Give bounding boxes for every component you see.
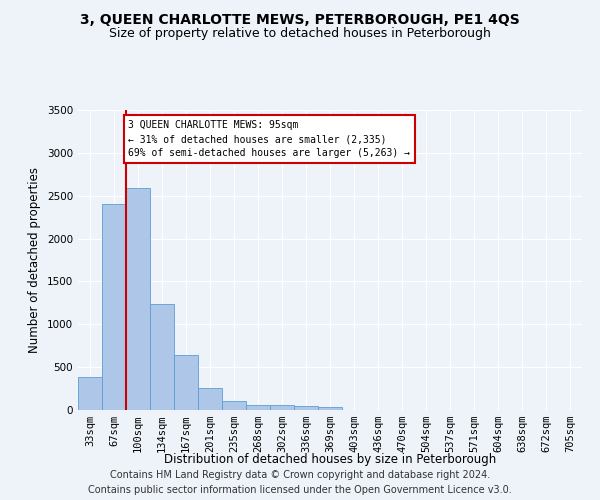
Text: Size of property relative to detached houses in Peterborough: Size of property relative to detached ho… (109, 28, 491, 40)
Bar (174, 355, 198, 410)
Text: 3, QUEEN CHARLOTTE MEWS, PETERBOROUGH, PE1 4QS: 3, QUEEN CHARLOTTE MEWS, PETERBOROUGH, P… (80, 12, 520, 26)
Bar (198, 388, 222, 410)
Bar (294, 406, 318, 410)
Bar (222, 402, 246, 410)
Text: Distribution of detached houses by size in Peterborough: Distribution of detached houses by size … (164, 452, 496, 466)
Bar (126, 188, 150, 410)
Bar (318, 407, 342, 410)
Bar (78, 376, 102, 410)
Y-axis label: Number of detached properties: Number of detached properties (28, 167, 41, 353)
Text: Contains HM Land Registry data © Crown copyright and database right 2024.
Contai: Contains HM Land Registry data © Crown c… (88, 470, 512, 495)
Text: 3 QUEEN CHARLOTTE MEWS: 95sqm
← 31% of detached houses are smaller (2,335)
69% o: 3 QUEEN CHARLOTTE MEWS: 95sqm ← 31% of d… (128, 120, 410, 158)
Bar (102, 204, 126, 410)
Bar (150, 304, 174, 410)
Bar (270, 406, 294, 410)
Bar (246, 405, 270, 410)
